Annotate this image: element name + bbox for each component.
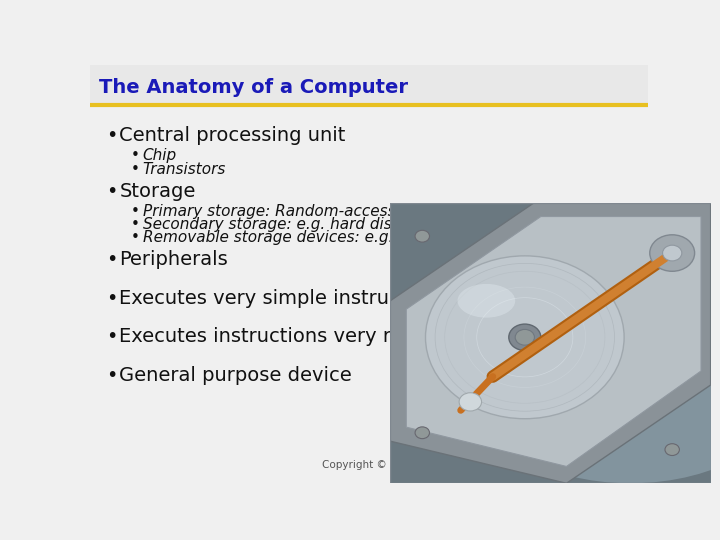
Ellipse shape xyxy=(662,245,682,261)
Ellipse shape xyxy=(426,256,624,418)
Text: General purpose device: General purpose device xyxy=(120,366,352,384)
Text: •: • xyxy=(106,126,117,145)
Text: •: • xyxy=(106,250,117,269)
Text: •: • xyxy=(130,148,140,163)
Text: Chip: Chip xyxy=(143,148,177,163)
Text: Executes very simple instructions: Executes very simple instructions xyxy=(120,288,448,308)
Ellipse shape xyxy=(415,427,430,438)
Ellipse shape xyxy=(665,444,680,456)
Text: •: • xyxy=(106,327,117,346)
Ellipse shape xyxy=(516,329,534,345)
Text: Big Java by Cay Horstmann: Big Java by Cay Horstmann xyxy=(497,449,639,458)
Text: •: • xyxy=(106,183,117,201)
Ellipse shape xyxy=(649,235,695,271)
Text: Removable storage devices: e.g.: floppy disks, tapes, CDs: Removable storage devices: e.g.: floppy … xyxy=(143,230,586,245)
Text: •: • xyxy=(130,217,140,232)
Text: •: • xyxy=(130,230,140,245)
Text: Central processing unit: Central processing unit xyxy=(120,126,346,145)
Text: Peripherals: Peripherals xyxy=(120,250,228,269)
Ellipse shape xyxy=(457,284,516,318)
Ellipse shape xyxy=(470,287,720,483)
Polygon shape xyxy=(406,217,701,467)
Text: •: • xyxy=(130,162,140,177)
Ellipse shape xyxy=(415,230,430,242)
Text: Secondary storage: e.g. hard disk: Secondary storage: e.g. hard disk xyxy=(143,217,400,232)
Text: The Anatomy of a Computer: The Anatomy of a Computer xyxy=(99,78,408,97)
Text: •: • xyxy=(106,366,117,384)
Ellipse shape xyxy=(459,393,482,411)
Text: Copyright © 2008 by John Wiley & Sons.  All rights reserved.: Copyright © 2008 by John Wiley & Sons. A… xyxy=(322,460,639,470)
Text: Executes instructions very rapidly: Executes instructions very rapidly xyxy=(120,327,451,346)
Ellipse shape xyxy=(509,324,541,350)
Text: Storage: Storage xyxy=(120,183,196,201)
Text: Transistors: Transistors xyxy=(143,162,226,177)
Text: •: • xyxy=(106,288,117,308)
Bar xyxy=(90,65,648,103)
Text: •: • xyxy=(130,204,140,219)
Polygon shape xyxy=(390,202,711,483)
Text: Primary storage: Random-access memory (RAM): Primary storage: Random-access memory (R… xyxy=(143,204,515,219)
